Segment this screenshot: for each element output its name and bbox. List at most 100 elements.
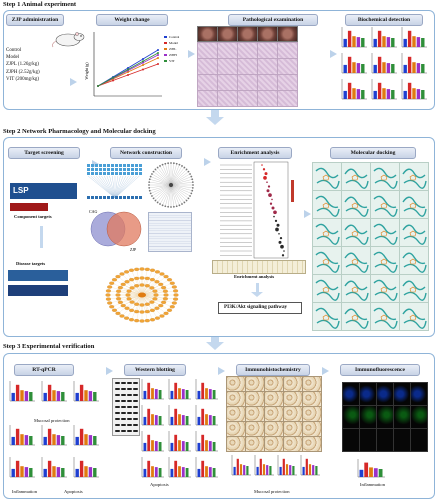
network-node (111, 278, 117, 282)
network-node (127, 164, 130, 167)
mini-bar (181, 441, 185, 451)
network-node (156, 166, 159, 169)
enrichment-dot (276, 223, 280, 227)
ihc-bar-charts (230, 454, 324, 480)
docking-structure (399, 218, 429, 247)
wb-mini-chart (141, 457, 164, 478)
network-node (163, 311, 169, 315)
blot-band (127, 394, 132, 396)
enrichment-dot (275, 227, 279, 232)
network-edge (170, 184, 193, 188)
mini-bar (201, 408, 205, 425)
protein-ribbon (344, 252, 369, 273)
mini-bar (403, 38, 407, 47)
network-edge (168, 184, 172, 207)
network-node (148, 186, 151, 189)
enrichment-analysis-label: Enrichment analysis (234, 274, 275, 279)
mini-bar (43, 392, 47, 401)
qpcr-mini-chart (9, 457, 35, 478)
docking-structure (370, 302, 400, 331)
arrow-enrich-to-pathway (251, 292, 263, 297)
mini-bar (208, 441, 212, 451)
network-node (107, 168, 110, 171)
qpcr-mini-chart (41, 457, 67, 478)
network-node (119, 314, 125, 318)
network-node (105, 289, 111, 293)
network-node (134, 276, 140, 281)
omim-logo (8, 270, 68, 281)
network-node (158, 303, 164, 308)
network-edge (170, 176, 192, 186)
enrichment-dot (261, 164, 263, 166)
network-node (152, 197, 155, 200)
mini-bar (259, 458, 262, 475)
mini-bar (201, 382, 205, 399)
network-node (153, 293, 159, 297)
docking-structure (312, 190, 342, 219)
network-edge (162, 164, 172, 186)
network-node (159, 165, 161, 167)
mini-bar (56, 391, 61, 401)
protein-ribbon (402, 196, 427, 217)
weight-point (157, 52, 159, 54)
network-node (103, 196, 106, 199)
fluorescence-tile (410, 428, 428, 452)
network-node (178, 163, 181, 166)
blot-band (121, 412, 126, 414)
network-node (189, 195, 191, 197)
network-node (154, 270, 160, 274)
mini-bar (43, 468, 47, 477)
rat-illustration (52, 32, 85, 48)
protein-ribbon (315, 167, 340, 189)
ihc-tile (245, 391, 265, 407)
mini-bar (75, 392, 79, 401)
mini-bar (56, 467, 61, 477)
docking-structure (370, 162, 400, 191)
blot-band (127, 388, 132, 390)
network-node (139, 267, 145, 271)
network-edge (170, 165, 183, 186)
enrichment-dot (271, 198, 273, 201)
network-node (191, 186, 194, 189)
weight-point (157, 57, 159, 59)
mini-bar (158, 468, 162, 477)
arrow-enrich-to-docking (304, 210, 311, 218)
network-edge (170, 164, 180, 186)
mini-bar (143, 416, 147, 425)
network-edge (170, 173, 191, 186)
network-node (105, 297, 111, 301)
venn-left-label: CAG (89, 209, 98, 214)
network-node (187, 197, 190, 200)
network-edge (170, 184, 192, 194)
target-network-big (105, 267, 179, 323)
network-edge (141, 270, 153, 296)
ihc-tile (264, 421, 284, 437)
blot-band (121, 400, 126, 402)
network-edge (149, 179, 172, 186)
mini-bar (378, 469, 383, 477)
blot-band (115, 382, 120, 384)
mini-bar (205, 414, 208, 425)
ihc-tile (283, 421, 303, 437)
network-node (123, 168, 126, 171)
network-node (134, 309, 140, 314)
header-target-screening: Target screening (8, 147, 80, 159)
network-node (178, 204, 181, 207)
ppi-radial-network (148, 162, 194, 208)
biochem-mini-chart (341, 53, 367, 74)
header-network-construction: Network construction (110, 147, 182, 159)
network-node (127, 168, 130, 171)
mini-bar (421, 90, 425, 99)
network-edge (121, 294, 143, 317)
network-node (124, 270, 130, 274)
network-node (181, 203, 183, 205)
network-edge (111, 283, 143, 296)
mini-bar (407, 56, 412, 73)
network-edge (141, 294, 167, 314)
mini-bar (93, 468, 97, 477)
mini-bar (212, 442, 216, 451)
network-edge (141, 294, 153, 320)
mini-bar (185, 468, 189, 477)
docking-structure (370, 246, 400, 275)
mini-bar (412, 88, 416, 99)
